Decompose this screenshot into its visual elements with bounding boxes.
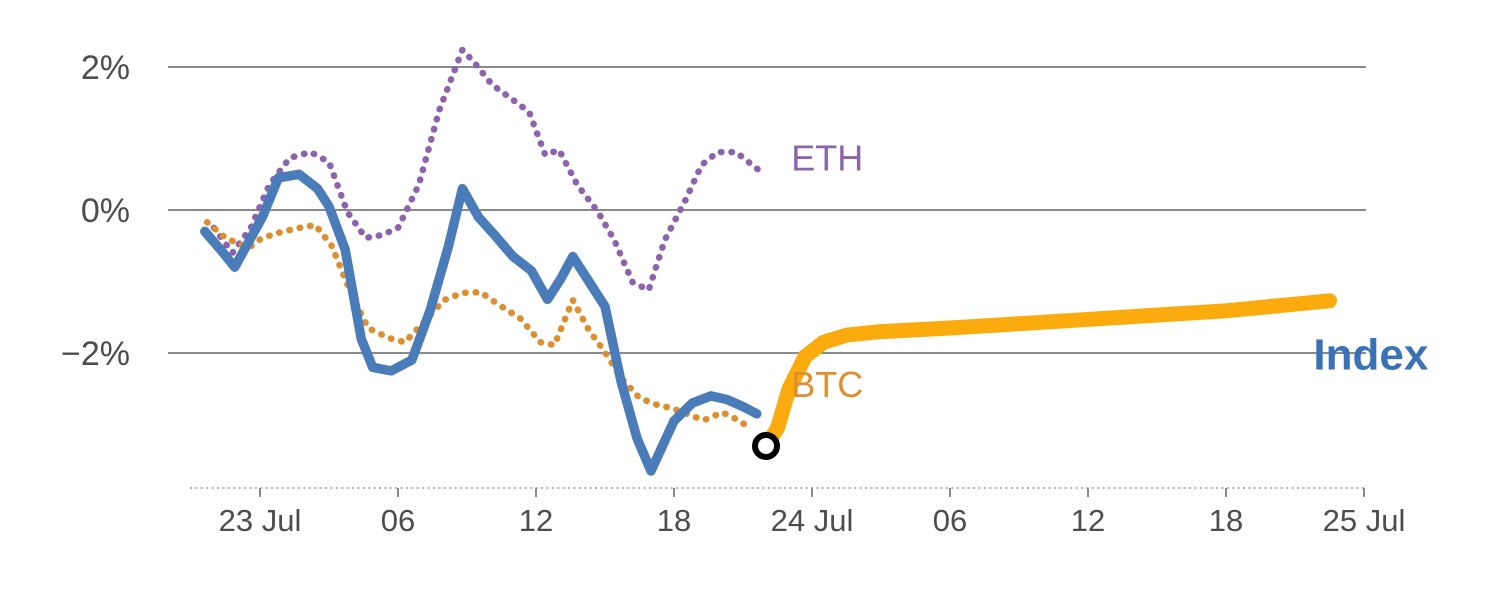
x-tick-label: 06	[933, 503, 967, 538]
eth-label: ETH	[791, 138, 863, 179]
x-tick-label: 06	[381, 503, 415, 538]
btc-line	[203, 218, 754, 432]
x-tick-label: 25 Jul	[1323, 503, 1406, 538]
x-tick-label: 12	[519, 503, 553, 538]
y-tick-label: 2%	[81, 49, 130, 87]
y-tick-label: 0%	[81, 192, 130, 230]
x-tick-label: 23 Jul	[219, 503, 302, 538]
series-layer	[200, 46, 1337, 476]
x-axis-layer: 23 Jul 06 12 18 24 Jul 06 12 18 25 Jul	[190, 487, 1406, 538]
index-label: Index	[1313, 330, 1428, 379]
x-tick-label: 12	[1071, 503, 1105, 538]
x-tick-label: 24 Jul	[771, 503, 854, 538]
series-labels-layer: ETH BTC Index	[791, 138, 1429, 406]
eth-line	[210, 46, 765, 294]
forecast-start-marker	[752, 431, 780, 460]
index-line	[200, 169, 762, 476]
y-axis-layer: 2% 0% −2%	[61, 49, 130, 373]
x-tick-label: 18	[657, 503, 691, 538]
index-forecast-line	[758, 293, 1337, 454]
x-tick-label: 18	[1209, 503, 1243, 538]
btc-label: BTC	[791, 364, 863, 405]
y-tick-label: −2%	[61, 335, 130, 373]
